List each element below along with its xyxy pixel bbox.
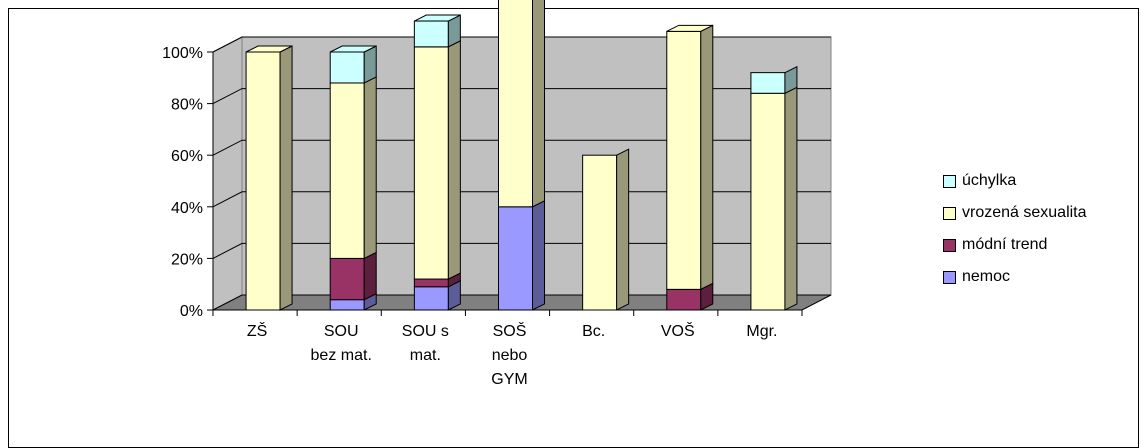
bar-segment-vrozená-sexualita — [750, 92, 786, 311]
legend-swatch-modni-trend — [943, 238, 956, 252]
x-tick-label: SOU s — [402, 323, 449, 340]
gridline — [212, 191, 831, 208]
bar-segment-módní-trend — [329, 257, 365, 301]
x-tick-label: bez mat. — [311, 347, 372, 364]
x-tick-label: VOŠ — [661, 321, 695, 340]
bar-segment-vrozená-sexualita — [666, 30, 702, 290]
bar-side-vrozená-sexualita — [616, 148, 630, 311]
gridline — [212, 242, 831, 259]
bar-segment-úchylka — [413, 20, 449, 48]
bar-segment-nemoc — [329, 299, 365, 311]
bar-segment-nemoc — [413, 286, 449, 311]
x-tick-label: nebo — [492, 347, 528, 364]
y-tick-label: 20% — [171, 251, 203, 268]
legend-label-vrozena-sexualita: vrozená sexualita — [962, 204, 1087, 221]
legend-swatch-nemoc — [943, 270, 956, 284]
bar-segment-nemoc — [498, 206, 533, 311]
legend: úchylka vrozená sexualita módní trend ne… — [943, 165, 1087, 293]
bar-segment-vrozená-sexualita — [582, 154, 618, 311]
plot-side-wall — [212, 36, 243, 311]
legend-label-uchylka: úchylka — [962, 172, 1017, 189]
bar-top-úchylka — [414, 14, 461, 22]
bar-segment-módní-trend — [666, 288, 702, 311]
chart-svg: 0% 20% 40% 60% 80% 100% ZŠ SOU bez mat. SOU s mat.… — [162, 0, 832, 388]
bar-segment-úchylka — [750, 72, 786, 94]
bar-segment-vrozená-sexualita — [245, 51, 281, 311]
bar-side-vrozená-sexualita — [532, 0, 545, 208]
legend-item-modni-trend: módní trend — [943, 229, 1087, 261]
bar-side-vrozená-sexualita — [784, 86, 798, 311]
bar-side-úchylka — [784, 65, 798, 95]
bar-side-vrozená-sexualita — [700, 24, 714, 291]
bar-top-vrozená-sexualita — [666, 24, 714, 32]
x-tick-label: Mgr. — [746, 323, 777, 340]
y-tick-label: 100% — [162, 45, 203, 62]
gridline — [212, 139, 831, 156]
bar-side-módní-trend — [363, 251, 377, 301]
x-tick-label: Bc. — [582, 323, 605, 340]
legend-swatch-vrozena-sexualita — [943, 206, 956, 220]
bar-segment-úchylka — [329, 51, 365, 84]
x-tick-label: mat. — [410, 347, 441, 364]
bar-top-vrozená-sexualita — [245, 45, 293, 53]
y-tick-label: 60% — [171, 148, 203, 165]
bar-side-vrozená-sexualita — [363, 76, 377, 260]
x-tick-label: SOU — [324, 323, 359, 340]
bar-segment-vrozená-sexualita — [413, 46, 449, 280]
gridline — [212, 36, 831, 53]
bar-side-vrozená-sexualita — [447, 40, 461, 280]
x-tick-label: GYM — [491, 371, 527, 388]
bar-segment-vrozená-sexualita — [329, 82, 365, 259]
bar-side-nemoc — [532, 199, 545, 311]
bar-segment-módní-trend — [413, 278, 449, 288]
y-tick-label: 80% — [171, 97, 203, 114]
x-tick-label: ZŠ — [247, 321, 267, 340]
gridline — [212, 88, 831, 105]
y-tick-label: 40% — [171, 200, 203, 217]
bar-top-úchylka — [329, 45, 377, 53]
bar-side-vrozená-sexualita — [279, 45, 293, 311]
y-tick-label: 0% — [180, 303, 203, 320]
legend-item-vrozena-sexualita: vrozená sexualita — [943, 197, 1087, 229]
legend-label-nemoc: nemoc — [962, 268, 1011, 285]
legend-label-modni-trend: módní trend — [962, 236, 1048, 253]
legend-swatch-uchylka — [943, 174, 956, 188]
x-tick-label: SOŠ — [493, 321, 527, 340]
legend-item-uchylka: úchylka — [943, 165, 1087, 197]
bar-segment-vrozená-sexualita — [498, 0, 533, 208]
legend-item-nemoc: nemoc — [943, 261, 1087, 293]
